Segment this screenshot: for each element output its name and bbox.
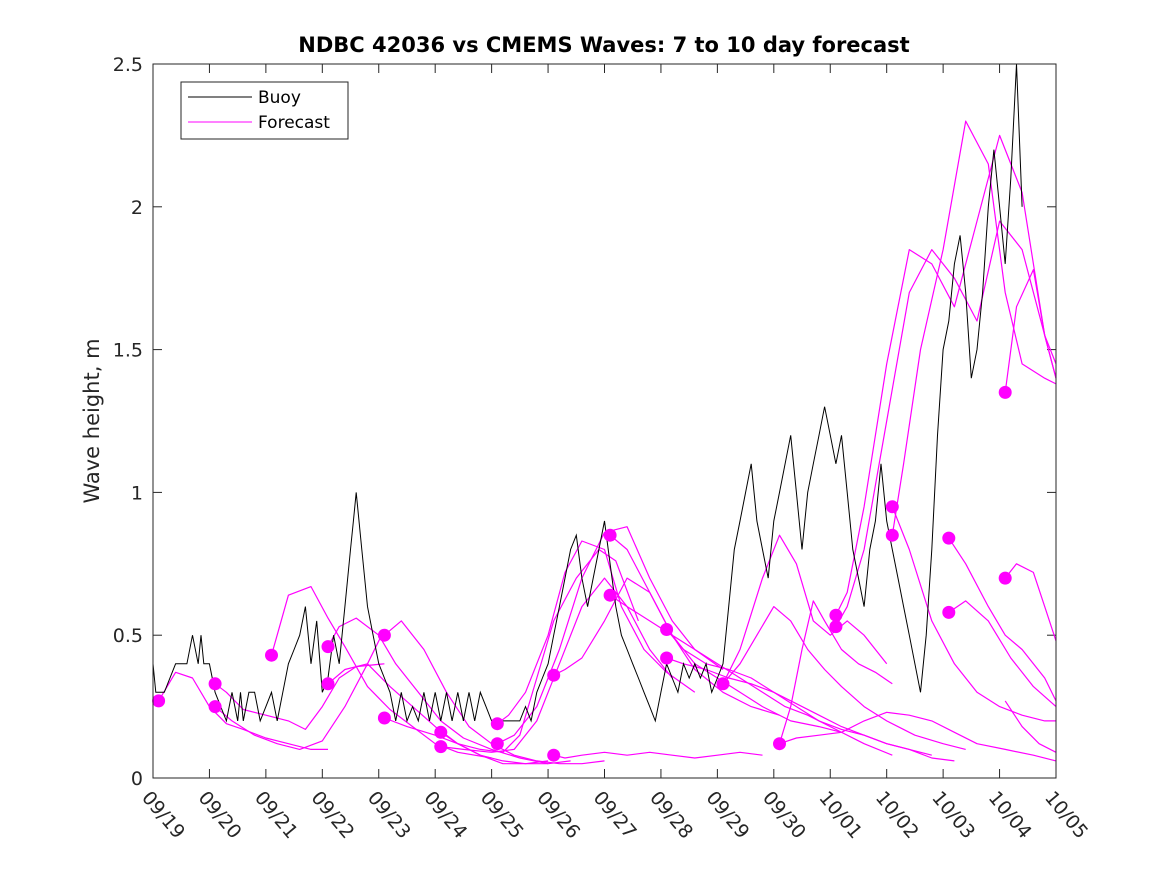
forecast-start-marker [942,531,956,545]
forecast-series-line [666,657,955,762]
legend-forecast-label: Forecast [258,113,330,133]
forecast-start-marker [208,677,222,691]
forecast-series-line [1004,563,1057,642]
forecast-series-line [948,537,1057,702]
forecast-series-line [835,134,1057,616]
forecast-series-line [722,534,888,685]
forecast-start-marker [773,737,786,751]
y-tick-label: 0.5 [113,625,143,647]
forecast-start-marker [377,628,391,642]
forecast-series-line [553,751,763,759]
forecast-start-marker [152,694,166,708]
forecast-series-line [327,663,549,765]
forecast-start-marker [434,740,448,754]
forecast-series-line [835,220,1057,627]
legend-box [180,81,349,140]
forecast-start-marker [603,588,617,602]
forecast-series-line [722,605,966,750]
forecast-start-marker [490,737,504,751]
forecast-start-marker [377,711,391,725]
forecast-series-line [609,594,893,756]
forecast-series-line [158,671,328,751]
forecast-series-line [496,540,696,725]
y-tick-label: 2 [131,197,143,219]
forecast-markers [152,385,1012,762]
forecast-start-marker [885,528,899,542]
y-tick-label: 1.5 [113,340,143,362]
y-axis-label: Wave height, m [80,338,104,503]
forecast-series-line [778,600,893,744]
forecast-start-marker [829,620,843,634]
forecast-start-marker [942,605,956,619]
forecast-start-marker [716,677,730,691]
series-group [152,63,1057,765]
forecast-start-marker [208,700,222,714]
y-tick-label: 1 [131,482,143,504]
forecast-start-marker [321,677,335,691]
forecast-start-marker [829,608,843,622]
forecast-start-marker [998,571,1012,585]
forecast-start-marker [998,385,1012,399]
forecast-start-marker [547,748,561,762]
legend-buoy-label: Buoy [258,88,301,108]
forecast-series-line [891,120,1057,536]
forecast-series-line [891,506,1056,722]
forecast-start-marker [660,651,674,665]
plot-frame [152,63,1057,779]
forecast-start-marker [265,648,278,662]
forecast-series-line [1004,700,1057,753]
y-tick-label: 0 [131,768,143,790]
forecast-start-marker [603,528,617,542]
plot-area [153,64,1056,778]
forecast-series-line [948,600,1057,708]
forecast-series-line [214,663,385,731]
forecast-start-marker [490,717,504,731]
forecast-start-marker [885,500,899,514]
forecast-start-marker [660,623,674,636]
forecast-series-line [779,711,1057,762]
forecast-start-marker [434,725,448,739]
forecast-series-line [1004,269,1057,393]
y-tick-label: 2.5 [113,54,143,76]
forecast-start-marker [547,668,561,682]
forecast-start-marker [321,640,335,654]
forecast-series-line [214,629,385,751]
forecast-series-line [440,577,673,753]
chart-title: NDBC 42036 vs CMEMS Waves: 7 to 10 day f… [298,33,909,57]
forecast-series-line [440,548,639,753]
buoy-series-line [152,63,1023,723]
forecast-series-line [384,717,571,765]
legend: Buoy Forecast [180,81,349,140]
